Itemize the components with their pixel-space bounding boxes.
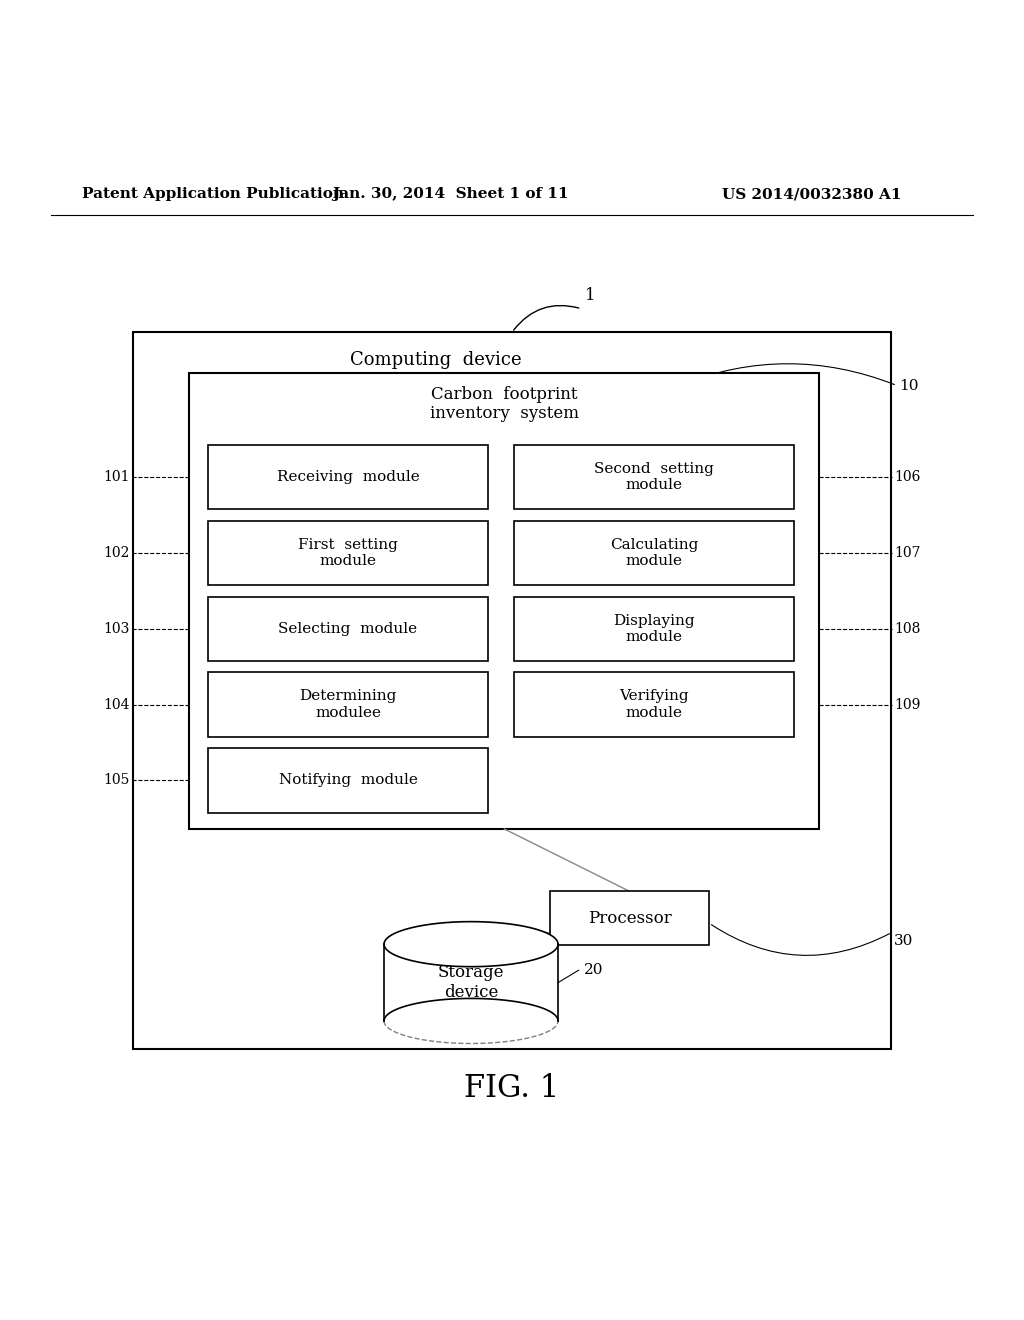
Text: Determining
modulee: Determining modulee xyxy=(299,689,396,719)
Text: US 2014/0032380 A1: US 2014/0032380 A1 xyxy=(722,187,901,201)
FancyBboxPatch shape xyxy=(514,672,794,737)
FancyBboxPatch shape xyxy=(208,748,488,813)
Text: Patent Application Publication: Patent Application Publication xyxy=(82,187,344,201)
Text: 108: 108 xyxy=(894,622,921,636)
Text: Second  setting
module: Second setting module xyxy=(594,462,714,492)
FancyBboxPatch shape xyxy=(208,445,488,510)
Text: Carbon  footprint
inventory  system: Carbon footprint inventory system xyxy=(430,385,579,422)
Text: 1: 1 xyxy=(585,286,595,304)
Text: Verifying
module: Verifying module xyxy=(620,689,689,719)
Text: Storage
device: Storage device xyxy=(438,964,504,1001)
FancyBboxPatch shape xyxy=(514,520,794,585)
FancyBboxPatch shape xyxy=(208,597,488,661)
FancyBboxPatch shape xyxy=(208,672,488,737)
Text: First  setting
module: First setting module xyxy=(298,537,398,568)
Text: 20: 20 xyxy=(584,964,603,977)
FancyBboxPatch shape xyxy=(189,374,819,829)
FancyBboxPatch shape xyxy=(208,520,488,585)
FancyBboxPatch shape xyxy=(551,891,709,945)
FancyBboxPatch shape xyxy=(133,333,891,1049)
Text: Displaying
module: Displaying module xyxy=(613,614,694,644)
Text: 105: 105 xyxy=(103,774,130,787)
Text: FIG. 1: FIG. 1 xyxy=(464,1073,560,1104)
Polygon shape xyxy=(384,921,558,966)
Text: 103: 103 xyxy=(103,622,130,636)
Text: 109: 109 xyxy=(894,697,921,711)
Text: 10: 10 xyxy=(899,379,919,392)
FancyBboxPatch shape xyxy=(514,597,794,661)
Text: Processor: Processor xyxy=(588,909,672,927)
Text: Jan. 30, 2014  Sheet 1 of 11: Jan. 30, 2014 Sheet 1 of 11 xyxy=(332,187,569,201)
Text: 106: 106 xyxy=(894,470,921,484)
Text: 30: 30 xyxy=(894,933,913,948)
Text: 104: 104 xyxy=(103,697,130,711)
Text: Notifying  module: Notifying module xyxy=(279,774,418,787)
Text: Receiving  module: Receiving module xyxy=(276,470,420,484)
Text: 102: 102 xyxy=(103,546,130,560)
Polygon shape xyxy=(384,944,558,1020)
Text: 107: 107 xyxy=(894,546,921,560)
Text: 101: 101 xyxy=(103,470,130,484)
FancyBboxPatch shape xyxy=(514,445,794,510)
Text: Computing  device: Computing device xyxy=(350,351,522,368)
Text: Selecting  module: Selecting module xyxy=(279,622,418,636)
Text: Calculating
module: Calculating module xyxy=(609,537,698,568)
